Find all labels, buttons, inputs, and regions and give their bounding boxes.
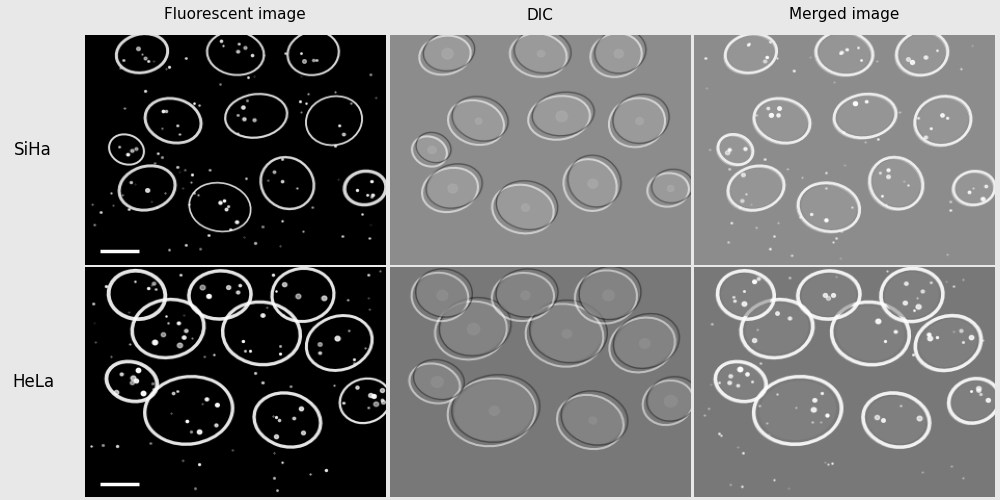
Text: SiHa: SiHa <box>14 141 52 159</box>
Text: Merged image: Merged image <box>789 8 900 22</box>
Text: Fluorescent image: Fluorescent image <box>164 8 306 22</box>
Text: HeLa: HeLa <box>12 374 54 392</box>
Text: DIC: DIC <box>527 8 553 22</box>
